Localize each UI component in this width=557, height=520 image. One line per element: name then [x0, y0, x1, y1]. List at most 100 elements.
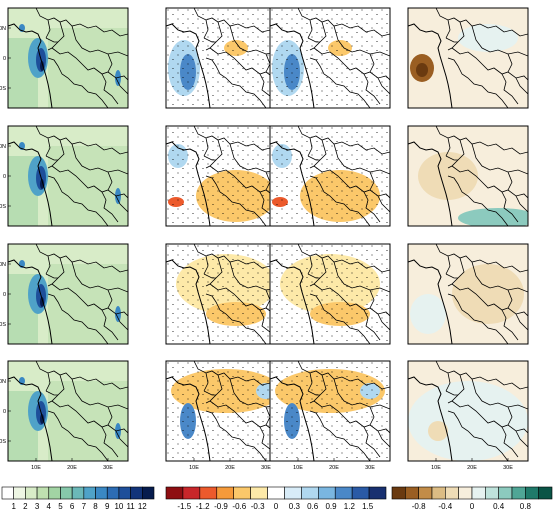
colorbar-swatch — [431, 486, 446, 500]
colorbar-swatch — [485, 486, 499, 500]
lon-tick-label: 30E — [503, 465, 513, 471]
colorbar-label: -0.3 — [251, 502, 265, 511]
lat-tick-label: 10N — [0, 144, 6, 150]
lat-tick-label: 10N — [0, 26, 6, 32]
colorbar-swatch — [334, 486, 353, 500]
colorbar-label: 9 — [105, 502, 110, 511]
colorbar-label: 12 — [138, 502, 147, 511]
map-panel-r2-c3 — [269, 125, 391, 227]
colorbar-swatch — [498, 486, 513, 500]
colorbar-label: 10 — [114, 502, 123, 511]
colorbar-label: -0.8 — [412, 502, 426, 511]
lon-tick-label: 20E — [329, 465, 339, 471]
lon-tick-label: 20E — [225, 465, 235, 471]
lon-tick-label: 30E — [261, 465, 271, 471]
colorbar-label: 8 — [93, 502, 98, 511]
lat-tick-label: 10S — [0, 204, 6, 210]
lat-tick-label: 0 — [3, 56, 6, 62]
colorbar-swatch — [48, 486, 61, 500]
colorbar-label: 5 — [58, 502, 63, 511]
colorbar-label: 1.2 — [344, 502, 356, 511]
colorbar-swatch — [36, 486, 50, 500]
lon-tick-label: 10E — [293, 465, 303, 471]
map-panel-r4-c1: 10N 0 10S 10E 20E 30E — [0, 360, 129, 471]
lon-tick-label: 10E — [431, 465, 441, 471]
colorbar-swatch — [525, 486, 539, 500]
lon-tick-label: 10E — [31, 465, 41, 471]
lon-tick-label: 30E — [365, 465, 375, 471]
map-panel-r1-c4 — [407, 7, 529, 109]
colorbar-swatch — [106, 486, 120, 500]
colorbar-swatch — [301, 486, 319, 500]
colorbar-swatch — [511, 486, 526, 500]
colorbar-label: 0.8 — [520, 502, 532, 511]
colorbar-swatch — [95, 486, 108, 500]
map-panel-r1-c2 — [165, 7, 287, 109]
colorbar-swatch — [1, 486, 14, 500]
lat-tick-label: 10S — [0, 86, 6, 92]
colorbar-swatch — [471, 486, 486, 500]
colorbar-label: -1.5 — [177, 502, 191, 511]
colorbar-label: 0 — [274, 502, 279, 511]
colorbar-difference: -1.5 -1.2 -0.9 -0.6 -0.3 0 0.3 0.6 0.9 1.2 1.5 — [165, 486, 387, 511]
colorbar-swatch — [538, 486, 553, 500]
lat-tick-label: 10S — [0, 322, 6, 328]
colorbar-swatch — [216, 486, 234, 500]
colorbar-swatch — [458, 486, 473, 500]
colorbar-swatch — [233, 486, 251, 500]
map-panel-r3-c3 — [269, 243, 391, 345]
map-panel-r1-c1: 10N 0 10S — [0, 7, 129, 109]
colorbar-swatch — [391, 486, 406, 500]
colorbar-label: 0 — [470, 502, 475, 511]
colorbar-swatch — [130, 486, 143, 500]
lat-tick-label: 10N — [0, 262, 6, 268]
colorbar-label: -0.4 — [438, 502, 452, 511]
colorbar-label: 0.3 — [289, 502, 301, 511]
lat-tick-label: 0 — [3, 409, 6, 415]
colorbar-swatch — [368, 486, 387, 500]
colorbar-swatch — [71, 486, 85, 500]
lon-tick-label: 20E — [67, 465, 77, 471]
colorbar-swatch — [60, 486, 73, 500]
map-panel-r2-c4 — [407, 125, 529, 227]
colorbar-label: 2 — [23, 502, 28, 511]
colorbar-label: 4 — [47, 502, 52, 511]
lat-tick-label: 0 — [3, 292, 6, 298]
colorbar-swatch — [118, 486, 131, 500]
colorbar-swatch — [13, 486, 26, 500]
colorbar-swatch — [83, 486, 96, 500]
colorbar-label: 0.9 — [325, 502, 337, 511]
map-panel-r4-c3: 10E 20E 30E — [269, 360, 391, 471]
colorbar-swatch — [199, 486, 218, 500]
colorbar-label: -1.2 — [196, 502, 210, 511]
colorbar-label: 6 — [70, 502, 75, 511]
colorbar-ratio: -0.8 -0.4 0 0.4 0.8 — [391, 486, 553, 511]
lon-tick-label: 10E — [189, 465, 199, 471]
colorbar-swatch — [418, 486, 433, 500]
colorbar-label: 0.6 — [307, 502, 319, 511]
colorbar-label: 11 — [126, 502, 135, 511]
colorbar-absolute: 1 2 3 4 5 6 7 8 9 10 11 12 — [1, 486, 155, 511]
colorbar-label: 7 — [82, 502, 87, 511]
lat-tick-label: 10N — [0, 379, 6, 385]
lon-tick-label: 30E — [103, 465, 113, 471]
map-panel-r3-c2 — [165, 243, 287, 345]
colorbar-swatch — [318, 486, 336, 500]
colorbar-swatch — [445, 486, 459, 500]
colorbar-swatch — [25, 486, 38, 500]
colorbar-swatch — [351, 486, 370, 500]
map-panel-r3-c4 — [407, 243, 529, 345]
lat-tick-label: 0 — [3, 174, 6, 180]
colorbar-label: 1 — [11, 502, 16, 511]
map-panel-r2-c1: 10N 0 10S — [0, 125, 129, 227]
colorbar-label: 0.4 — [493, 502, 505, 511]
map-panel-r2-c2 — [165, 125, 287, 227]
map-panel-r4-c2: 10E 20E 30E — [165, 360, 287, 471]
lon-tick-label: 20E — [467, 465, 477, 471]
colorbar-swatch — [182, 486, 201, 500]
colorbar-label: 1.5 — [362, 502, 374, 511]
lat-tick-label: 10S — [0, 439, 6, 445]
colorbar-swatch — [405, 486, 419, 500]
colorbar-swatch — [142, 486, 155, 500]
